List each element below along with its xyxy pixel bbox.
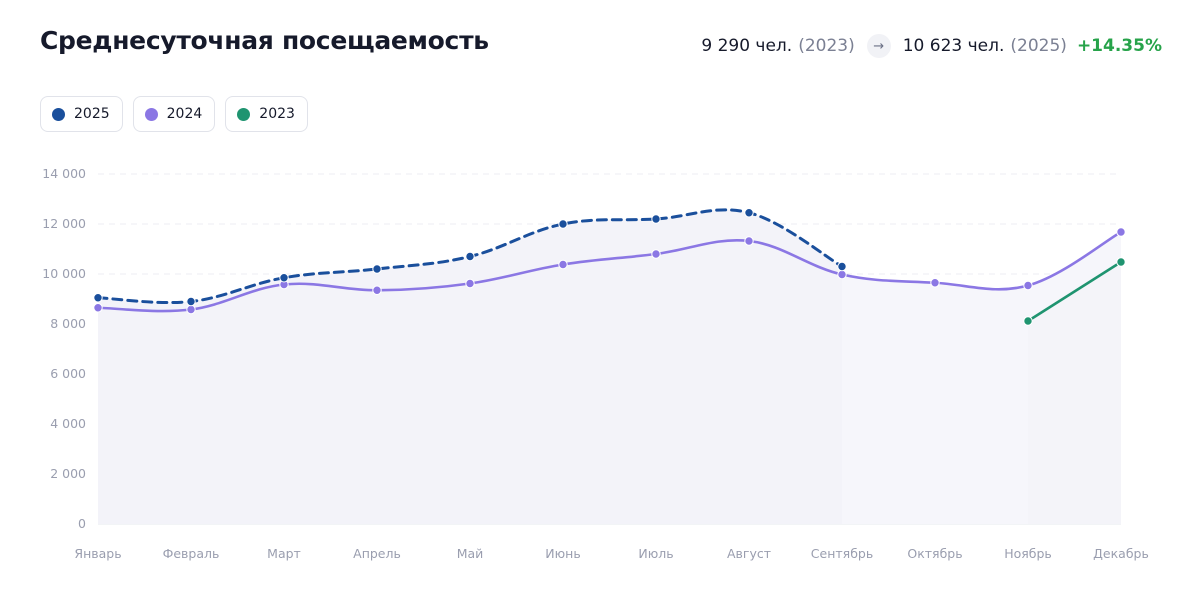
data-point-2025	[837, 261, 847, 272]
summary-from-year: (2023)	[798, 36, 855, 56]
y-tick-label: 12 000	[42, 216, 86, 231]
legend-dot-icon	[237, 107, 251, 121]
legend-dot-icon	[52, 107, 65, 121]
y-tick-label: 4 000	[50, 416, 86, 431]
data-point-2025	[372, 264, 382, 274]
series-line-2024	[96, 230, 1123, 313]
series-line-2023	[1026, 260, 1123, 323]
summary-from-value: 9 290 чел.	[701, 36, 793, 56]
x-tick-label: Май	[457, 546, 484, 561]
legend-item-2024[interactable]: 2024	[132, 96, 216, 132]
data-point-2024	[1023, 280, 1033, 291]
y-tick-label: 10 000	[42, 266, 86, 281]
data-point-2024	[465, 278, 475, 289]
x-tick-label: Февраль	[163, 546, 220, 561]
x-tick-label: Сентябрь	[811, 546, 873, 561]
data-point-2024	[1116, 227, 1126, 237]
data-point-2025	[465, 251, 475, 262]
legend-label: 2024	[166, 106, 203, 122]
summary-to-value: 10 623 чел.	[902, 36, 1005, 56]
data-point-2023	[1023, 316, 1033, 326]
legend-label: 2025	[74, 106, 110, 122]
data-point-2024	[837, 269, 847, 280]
area-fill-2023	[1028, 262, 1121, 524]
legend: 2025 2024 2023	[40, 96, 308, 132]
data-point-2025	[186, 296, 196, 307]
x-tick-label: Январь	[74, 546, 121, 561]
data-point-2024	[744, 236, 754, 246]
x-tick-label: Апрель	[353, 546, 401, 561]
arrow-right-icon: →	[866, 34, 891, 58]
summary-change-percent: +14.35%	[1076, 36, 1162, 56]
x-tick-label: Ноябрь	[1004, 546, 1052, 561]
y-tick-label: 0	[78, 516, 86, 531]
data-point-2024	[930, 278, 940, 288]
data-point-2025	[93, 293, 103, 303]
x-tick-label: Декабрь	[1093, 546, 1149, 561]
x-tick-label: Август	[727, 546, 771, 561]
legend-dot-icon	[144, 107, 158, 121]
summary-comparison: 9 290 чел. (2023) → 10 623 чел. (2025) +…	[701, 34, 1162, 58]
data-point-2023	[1116, 257, 1126, 267]
summary-to-year: (2025)	[1010, 36, 1067, 56]
data-point-2024	[372, 285, 382, 295]
legend-item-2025[interactable]: 2025	[40, 96, 123, 132]
data-point-2024	[558, 259, 568, 270]
x-tick-label: Март	[267, 546, 301, 561]
y-tick-label: 6 000	[50, 366, 86, 381]
x-tick-label: Октябрь	[907, 546, 962, 561]
y-tick-label: 2 000	[50, 466, 86, 481]
data-point-2025	[651, 214, 661, 224]
x-tick-label: Июль	[638, 546, 673, 561]
data-point-2025	[279, 273, 289, 283]
y-tick-label: 8 000	[50, 316, 86, 331]
data-point-2024	[93, 303, 103, 313]
legend-label: 2023	[259, 106, 295, 122]
data-point-2024	[651, 249, 661, 259]
page-title: Среднесуточная посещаемость	[40, 26, 489, 55]
y-tick-label: 14 000	[42, 166, 86, 181]
x-tick-label: Июнь	[545, 546, 580, 561]
legend-item-2023[interactable]: 2023	[225, 96, 308, 132]
data-point-2024	[186, 304, 196, 315]
data-point-2025	[558, 219, 568, 229]
data-point-2025	[744, 208, 754, 218]
